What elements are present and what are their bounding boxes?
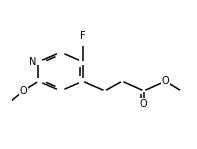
Text: O: O (20, 86, 27, 96)
Text: N: N (29, 57, 36, 67)
Text: O: O (140, 99, 148, 109)
Text: F: F (80, 31, 85, 41)
Text: O: O (162, 76, 169, 86)
